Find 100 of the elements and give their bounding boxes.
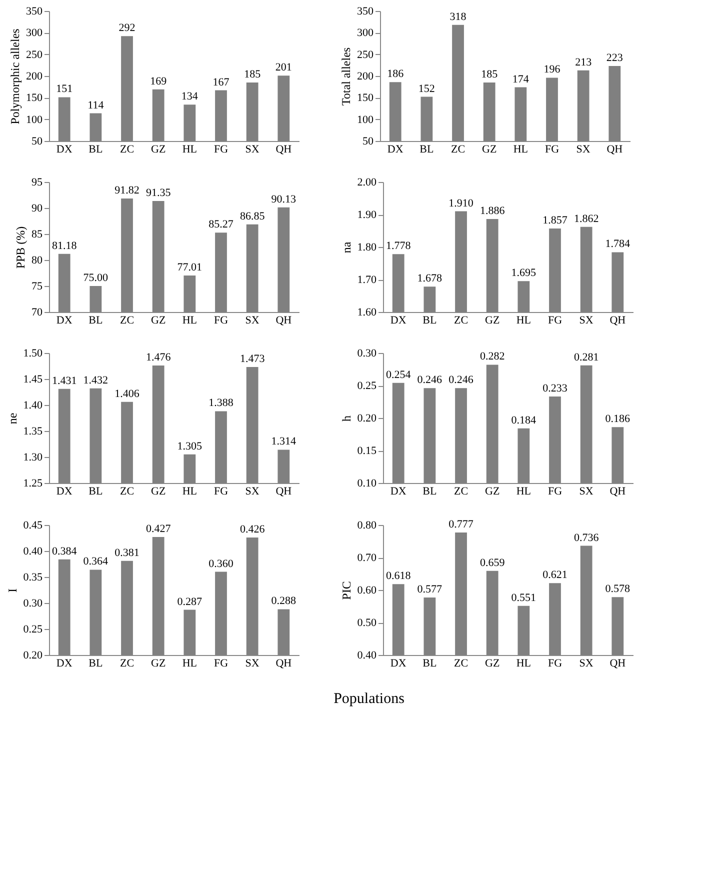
- x-tick-label: DX: [390, 658, 406, 670]
- x-tick-label: GZ: [151, 144, 166, 156]
- x-tick-label: DX: [387, 144, 404, 156]
- data-label: 0.426: [240, 523, 266, 536]
- x-tick-label: HL: [516, 486, 532, 498]
- data-label: 1.857: [542, 214, 568, 226]
- data-label: 0.578: [605, 583, 631, 596]
- x-tick-label: QH: [610, 658, 626, 670]
- x-tick-label: HL: [516, 658, 532, 670]
- data-label: 134: [181, 90, 198, 103]
- y-tick-label: 75: [32, 280, 43, 292]
- data-label: 318: [450, 10, 467, 23]
- data-label: 1.431: [52, 374, 77, 387]
- data-label: 196: [544, 64, 561, 76]
- data-label: 0.282: [480, 350, 505, 363]
- data-label: 167: [212, 76, 230, 88]
- y-tick-label: 1.60: [357, 306, 377, 318]
- x-tick-label: DX: [56, 658, 72, 670]
- x-tick-label: HL: [516, 314, 532, 326]
- data-label: 185: [244, 68, 262, 80]
- y-tick-label: 0.50: [357, 617, 377, 629]
- y-tick-label: 250: [26, 48, 43, 61]
- x-tick-label: SX: [245, 314, 260, 326]
- y-tick-label: 1.90: [357, 209, 377, 221]
- x-tick-label: SX: [245, 658, 260, 670]
- x-tick-label: HL: [182, 658, 198, 670]
- data-label: 1.695: [511, 267, 537, 280]
- x-tick-label: FG: [214, 144, 228, 156]
- y-tick-label: 1.80: [357, 242, 377, 254]
- y-tick-label: 1.50: [23, 348, 43, 360]
- data-label: 1.886: [480, 205, 506, 218]
- y-tick-label: 150: [26, 92, 43, 104]
- x-tick-label: DX: [390, 486, 406, 498]
- data-label: 0.621: [542, 569, 568, 582]
- data-label: 0.618: [386, 570, 412, 582]
- y-tick-label: 0.70: [357, 552, 377, 564]
- x-tick-label: BL: [88, 144, 103, 156]
- y-tick-label: 0.40: [357, 650, 377, 662]
- text: Populations: [334, 691, 405, 707]
- x-tick-label: FG: [548, 486, 562, 498]
- data-label: 186: [387, 68, 404, 80]
- x-tick-label: HL: [513, 144, 528, 156]
- x-tick-label: FG: [214, 314, 228, 326]
- x-tick-label: QH: [610, 486, 626, 498]
- data-label: 0.184: [511, 414, 537, 426]
- data-label: 0.246: [448, 374, 474, 386]
- y-tick-label: 100: [357, 114, 374, 126]
- y-tick-label: 1.70: [357, 274, 377, 286]
- data-label: 86.85: [240, 210, 266, 222]
- data-label: 0.384: [52, 545, 78, 558]
- data-label: 1.314: [271, 436, 297, 448]
- x-tick-label: HL: [182, 486, 198, 498]
- data-label: 0.360: [208, 558, 234, 570]
- y-tick-label: 300: [26, 27, 43, 40]
- x-tick-label: BL: [422, 658, 437, 670]
- data-label: 201: [275, 62, 292, 74]
- x-tick-label: BL: [422, 486, 437, 498]
- y-tick-label: 0.30: [23, 598, 43, 610]
- x-tick-label: BL: [88, 314, 103, 326]
- x-tick-label: FG: [544, 144, 560, 156]
- x-tick-label: QH: [276, 486, 292, 498]
- data-label: 1.406: [114, 388, 140, 400]
- y-tick-label: 0.20: [23, 650, 43, 662]
- y-tick-label: 350: [26, 6, 43, 18]
- data-label: 91.82: [114, 184, 140, 197]
- y-tick-label: 0.10: [357, 478, 377, 490]
- x-tick-label: DX: [56, 486, 72, 498]
- data-label: 1.476: [146, 351, 172, 364]
- y-tick-label: 200: [26, 70, 43, 82]
- data-label: 1.305: [177, 440, 203, 452]
- data-label: 91.35: [146, 186, 172, 199]
- x-tick-label: SX: [245, 144, 260, 156]
- data-label: 1.784: [605, 238, 631, 250]
- y-tick-label: 50: [32, 136, 43, 148]
- data-label: 0.659: [480, 556, 506, 569]
- x-tick-label: ZC: [120, 144, 134, 156]
- data-label: 0.246: [417, 374, 443, 386]
- data-label: 114: [88, 99, 104, 112]
- y-tick-label: 0.45: [23, 520, 43, 532]
- y-tick-label: 0.40: [23, 546, 43, 558]
- x-tick-label: QH: [610, 314, 626, 326]
- data-label: 1.910: [448, 197, 474, 210]
- data-label: 169: [150, 75, 168, 88]
- x-tick-label: FG: [548, 658, 562, 670]
- y-tick-label: 0.25: [23, 624, 43, 636]
- y-tick-label: 2.00: [357, 176, 377, 188]
- y-tick-label: 70: [32, 306, 43, 318]
- x-tick-label: SX: [576, 144, 590, 156]
- x-tick-label: BL: [422, 314, 437, 326]
- x-tick-label: GZ: [485, 658, 500, 670]
- x-tick-label: ZC: [120, 486, 134, 498]
- y-tick-label: 95: [32, 176, 43, 188]
- data-label: 151: [56, 83, 73, 96]
- y-tick-label: 1.40: [23, 400, 43, 412]
- data-label: 1.862: [574, 212, 599, 225]
- data-label: 0.288: [271, 595, 297, 608]
- y-tick-label: 85: [32, 228, 43, 240]
- data-label: 85.27: [208, 218, 234, 231]
- x-tick-label: ZC: [454, 658, 468, 670]
- x-tick-label: SX: [579, 486, 594, 498]
